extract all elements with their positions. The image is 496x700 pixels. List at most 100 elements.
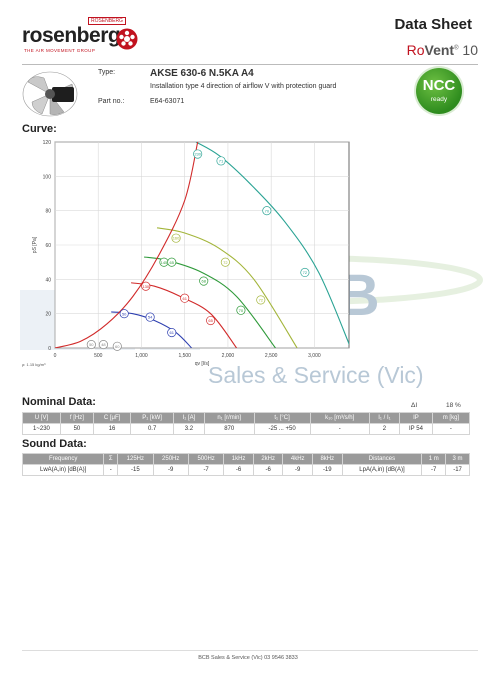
sound-value-row: LwA(A,in) [dB(A)] - -15 -9 -7 -6 -6 -9 -19 LpA(A,… (21, 464, 470, 476)
nominal-header-row: U [V] f [Hz] C [μF] P₁ [kW] I₁ [A] n₁ [r/min]… (22, 412, 471, 424)
table-header-cell: 500Hz (187, 453, 225, 465)
curve-marker (236, 305, 246, 315)
curve-marker (167, 328, 177, 338)
y-tick-label: 20 (45, 312, 51, 318)
logo-badge: ROSENBERG (88, 17, 126, 25)
curve-marker-label: 50 (122, 311, 127, 316)
nominal-data-table: U [V] f [Hz] C [μF] P₁ [kW] I₁ [A] n₁ [r/min]… (22, 412, 471, 435)
rosenberg-logo: ROSENBERG rosenberg THE AIR MOVEMENT GRO… (22, 14, 138, 56)
table-cell: -7 (187, 464, 225, 476)
curve-marker-label: 71 (219, 158, 224, 163)
curve-marker (171, 233, 181, 243)
table-header-cell: 1kHz (223, 453, 254, 465)
product-suffix: 10 (462, 42, 478, 58)
curve-heading: Curve: (22, 123, 57, 135)
table-header-cell: 4kHz (282, 453, 313, 465)
curve-marker-label: 65 (208, 318, 213, 323)
series-line-230V (195, 142, 349, 346)
curve-marker-label: 130 (142, 284, 149, 289)
ncc-ready-badge: NCC ready (416, 68, 462, 114)
table-header-cell: I₁ / I₁ (368, 412, 401, 424)
table-header-cell: IP (399, 412, 433, 424)
table-cell: -9 (152, 464, 189, 476)
table-cell: 16 (92, 423, 132, 435)
curve-marker-label: 50 (89, 342, 94, 347)
curve-marker (199, 276, 209, 286)
curve-marker-label: 70 (265, 208, 270, 213)
x-tick-label: 1,500 (178, 353, 191, 359)
x-tick-label: 2,000 (222, 353, 235, 359)
table-cell: 2 (368, 423, 401, 435)
nominal-value-row: 1~230 50 16 0.7 3.2 870 -25 ... +50-2 IP 54- (22, 423, 471, 435)
table-header-cell: n₁ [r/min] (203, 412, 255, 424)
fan-curve-chart: 0 20 40 60 80 100 120 0 500 1,000 1,500 2,000 2,500 3… (0, 130, 496, 380)
y-tick-label: 60 (45, 243, 51, 249)
table-cell: LwA(A,in) [dB(A)] (21, 464, 105, 476)
curve-marker-label: 145 (161, 260, 168, 265)
table-cell: 1~230 (22, 423, 61, 435)
curve-marker (119, 309, 129, 319)
x-tick-label: 0 (54, 353, 57, 359)
curve-marker-label: 72 (303, 270, 308, 275)
curve-marker-label: 230 (194, 152, 201, 157)
product-name-red: Ro (406, 42, 425, 58)
table-header-cell: Distances (341, 453, 423, 465)
product-line: RoVent® 10 (407, 42, 478, 58)
table-cell: -6 (223, 464, 254, 476)
y-tick-label: 100 (43, 174, 52, 180)
table-header-cell: 2kHz (252, 453, 284, 465)
header: ROSENBERG rosenberg THE AIR MOVEMENT GRO… (0, 0, 496, 62)
table-header-cell: Σ (103, 453, 119, 465)
curve-marker-label: 160 (173, 236, 180, 241)
type-description: Installation type 4 direction of airflow… (150, 83, 337, 90)
curve-marker (206, 315, 216, 326)
sound-header-row: Frequency Σ 125Hz 250Hz 500Hz 1kHz 2kHz 4kHz 8kH… (21, 453, 470, 465)
curve-marker (98, 340, 108, 350)
density-label: ρ: 1.15 kg/m³ (22, 362, 46, 367)
series-line-145V (143, 256, 276, 348)
table-header-cell: 3 m (445, 453, 470, 465)
table-cell: - (103, 464, 119, 476)
table-header-cell: Frequency (21, 453, 105, 465)
curve-marker (193, 149, 203, 159)
curve-marker (145, 312, 155, 322)
delta-value: 18 % (446, 402, 461, 409)
table-cell: -15 (117, 464, 154, 476)
table-cell: - (309, 423, 370, 435)
type-value: AKSE 630-6 N.5KA A4 (150, 68, 254, 79)
curve-marker-label: 60 (115, 344, 120, 349)
series-line-system (55, 142, 199, 348)
table-cell: 50 (59, 423, 94, 435)
sound-heading: Sound Data: (22, 438, 87, 450)
curve-marker (300, 267, 310, 278)
table-header-cell: U [V] (22, 412, 61, 424)
y-tick-label: 0 (48, 346, 51, 352)
watermark-subtext: Sales & Service (Vic) (208, 362, 424, 388)
footer-divider (22, 650, 478, 651)
table-cell: -17 (445, 464, 470, 476)
curve-marker-label: 61 (182, 296, 187, 301)
x-tick-label: 2,500 (265, 353, 278, 359)
header-divider (22, 64, 478, 65)
chart-svg: 0 20 40 60 80 100 120 0 500 1,000 1,500 2,000 2,500 3… (22, 140, 350, 367)
curve-marker (180, 293, 190, 303)
table-cell: IP 54 (399, 423, 433, 435)
fan-logo-icon (116, 28, 138, 50)
logo-text: rosenberg (22, 24, 121, 47)
curve-marker (141, 281, 151, 291)
table-header-cell: t₁ [°C] (253, 412, 311, 424)
table-cell: -9 (282, 464, 313, 476)
table-cell: -7 (421, 464, 447, 476)
table-cell: 0.7 (130, 423, 175, 435)
fan-product-image (22, 71, 78, 117)
footer-text: BCB Sales & Service (Vic) 03 9546 3833 (198, 655, 298, 661)
table-header-cell: k₁₀ [m³/s/h] (309, 412, 370, 424)
table-cell: LpA(A,in) [dB(A)] (341, 464, 423, 476)
ncc-badge-text: NCC (422, 77, 456, 94)
table-header-cell: 125Hz (117, 453, 154, 465)
type-label: Type: (98, 69, 116, 76)
table-header-cell: 1 m (421, 453, 447, 465)
y-axis-label: pS [Pa] (32, 236, 38, 253)
table-cell: 3.2 (173, 423, 205, 435)
registered-mark: ® (454, 45, 459, 52)
